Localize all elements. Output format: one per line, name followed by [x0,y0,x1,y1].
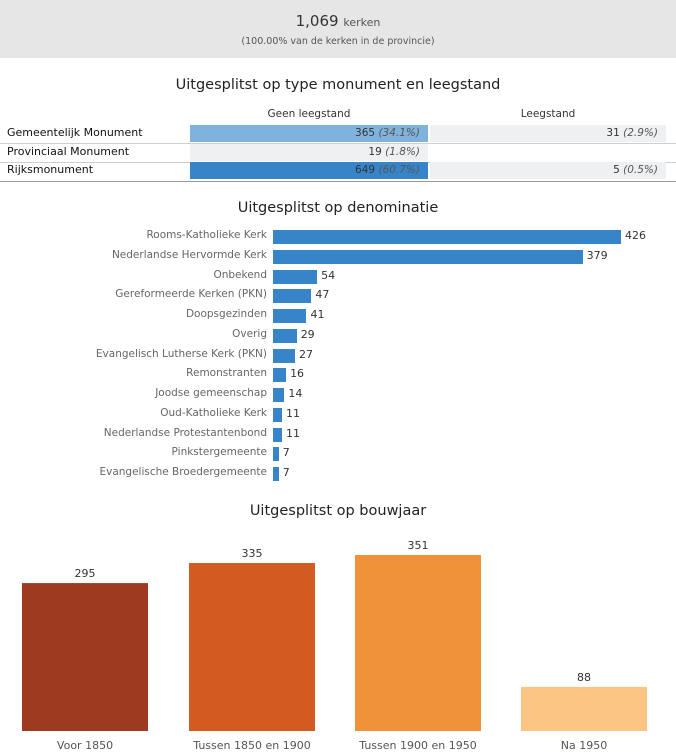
bouwjaar-value: 335 [242,547,263,560]
row-divider [0,143,676,144]
denomination-value: 47 [315,288,330,302]
bouwjaar-category-label: Na 1950 [561,739,607,752]
bouwjaar-value: 88 [577,671,591,684]
denomination-bar [273,348,296,363]
bouwjaar-bar [22,583,148,731]
denomination-label: Joodse gemeenschap [155,387,267,399]
bouwjaar-bar [189,563,315,731]
denomination-label: Remonstranten [186,367,267,380]
denomination-value: 16 [290,367,305,381]
bouwjaar-category-label: Voor 1850 [57,739,113,752]
denomination-label: Nederlandse Hervormde Kerk [111,248,267,261]
monument-row-label: Provinciaal Monument [7,145,130,158]
denomination-value: 29 [300,327,315,341]
monument-cell-leeg [430,144,666,161]
denomination-value: 41 [310,308,325,321]
monument-cell-geen: 649 (60.7%) [190,162,428,179]
denomination-bar [273,230,621,244]
monument-row-label: Gemeentelijk Monument [7,126,143,139]
summary-header: 1,069 kerken (100.00% van de kerken in d… [0,0,676,58]
denomination-label: Nederlandse Protestantenbond [103,426,267,439]
denomination-value: 27 [299,347,314,361]
denomination-bar [273,427,282,442]
cell-percentage: (0.5%) [623,164,658,176]
monument-section-title: Uitgesplitst op type monument en leegsta… [175,77,501,93]
cell-percentage: (34.1%) [378,127,420,139]
monument-cell-geen: 19 (1.8%) [190,144,428,161]
cell-percentage: (2.9%) [623,127,658,139]
denomination-value: 7 [282,446,290,460]
denomination-label: Onbekend [213,268,267,281]
denomination-label: Pinkstergemeente [171,446,267,459]
cell-value: 365 [355,127,376,139]
monument-cell-geen: 365 (34.1%) [190,125,428,142]
denomination-bar [273,447,279,462]
monument-cell-leeg: 5 (0.5%) [430,162,666,179]
cell-percentage: (60.7%) [378,164,420,176]
cell-percentage: (1.8%) [385,146,420,158]
bouwjaar-bar [521,686,647,731]
denomination-bar [273,388,285,402]
denomination-bar [273,309,307,323]
monument-row-label: Rijksmonument [7,163,94,176]
bouwjaar-section-title: Uitgesplitst op bouwjaar [249,503,427,519]
denomination-value: 11 [285,406,300,420]
total-percentage: (100.00% van de kerken in de provincie) [241,36,435,47]
denomination-label: Overig [232,327,267,340]
denomination-value: 54 [321,268,336,282]
denomination-label: Gereformeerde Kerken (PKN) [115,288,267,301]
denomination-label: Evangelische Broedergemeente [99,466,267,478]
column-header-geen-leegstand: Geen leegstand [267,108,351,120]
bouwjaar-value: 351 [408,539,429,552]
denomination-bar [273,368,287,383]
denomination-bar [273,407,282,422]
denomination-label: Rooms-Katholieke Kerk [146,229,267,241]
bouwjaar-category-label: Tussen 1850 en 1900 [192,739,310,752]
bouwjaar-chart: 295 Voor 1850 335 Tussen 1850 en 1900 351 Tus… [22,539,647,752]
column-header-leegstand: Leegstand [520,108,576,120]
cell-value: 19 [368,146,382,158]
denomination-label: Oud-Katholieke Kerk [160,406,267,419]
denomination-value: 426 [625,229,646,242]
denomination-value: 7 [282,466,290,479]
bouwjaar-value: 295 [75,567,96,580]
denomination-section-title: Uitgesplitst op denominatie [237,200,439,216]
denomination-value: 11 [285,426,300,440]
denomination-bar [273,328,297,343]
total-count-unit: kerken [343,16,381,29]
total-count-value: 1,069 [295,12,339,30]
denomination-label: Evangelisch Lutherse Kerk (PKN) [95,347,267,360]
denomination-bar [273,467,279,481]
denomination-bar [273,289,312,304]
total-count: 1,069 kerken [0,12,676,30]
table-bottom-border [0,181,676,182]
cell-value: 649 [355,164,376,176]
denomination-value: 379 [586,248,608,262]
bouwjaar-category-label: Tussen 1900 en 1950 [358,739,476,752]
bouwjaar-bar [355,555,481,731]
denomination-bar [273,269,318,284]
denomination-bar [273,249,583,264]
cell-value: 31 [606,127,620,139]
cell-value: 5 [613,164,620,176]
denomination-value: 14 [288,387,303,400]
denomination-label: Doopsgezinden [185,308,267,320]
monument-cell-leeg: 31 (2.9%) [430,125,666,142]
